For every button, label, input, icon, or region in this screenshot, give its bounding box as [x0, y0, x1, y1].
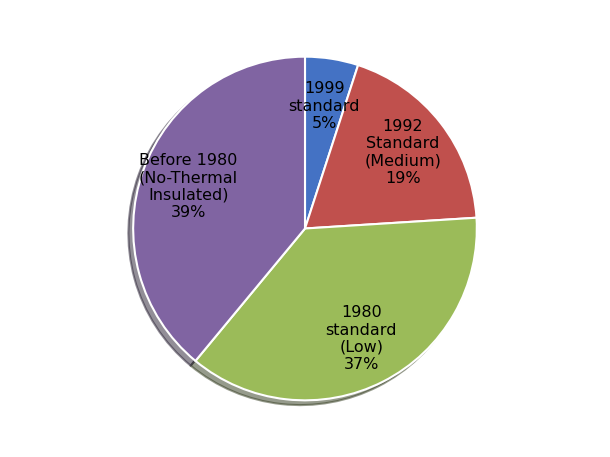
Wedge shape	[133, 57, 305, 361]
Wedge shape	[305, 65, 476, 228]
Text: 1999
standard
5%: 1999 standard 5%	[289, 81, 360, 131]
Text: 1980
standard
(Low)
37%: 1980 standard (Low) 37%	[325, 305, 397, 372]
Wedge shape	[195, 218, 477, 400]
Wedge shape	[305, 57, 358, 228]
Text: 1992
Standard
(Medium)
19%: 1992 Standard (Medium) 19%	[364, 119, 441, 186]
Text: Before 1980
(No-Thermal
Insulated)
39%: Before 1980 (No-Thermal Insulated) 39%	[139, 153, 238, 220]
